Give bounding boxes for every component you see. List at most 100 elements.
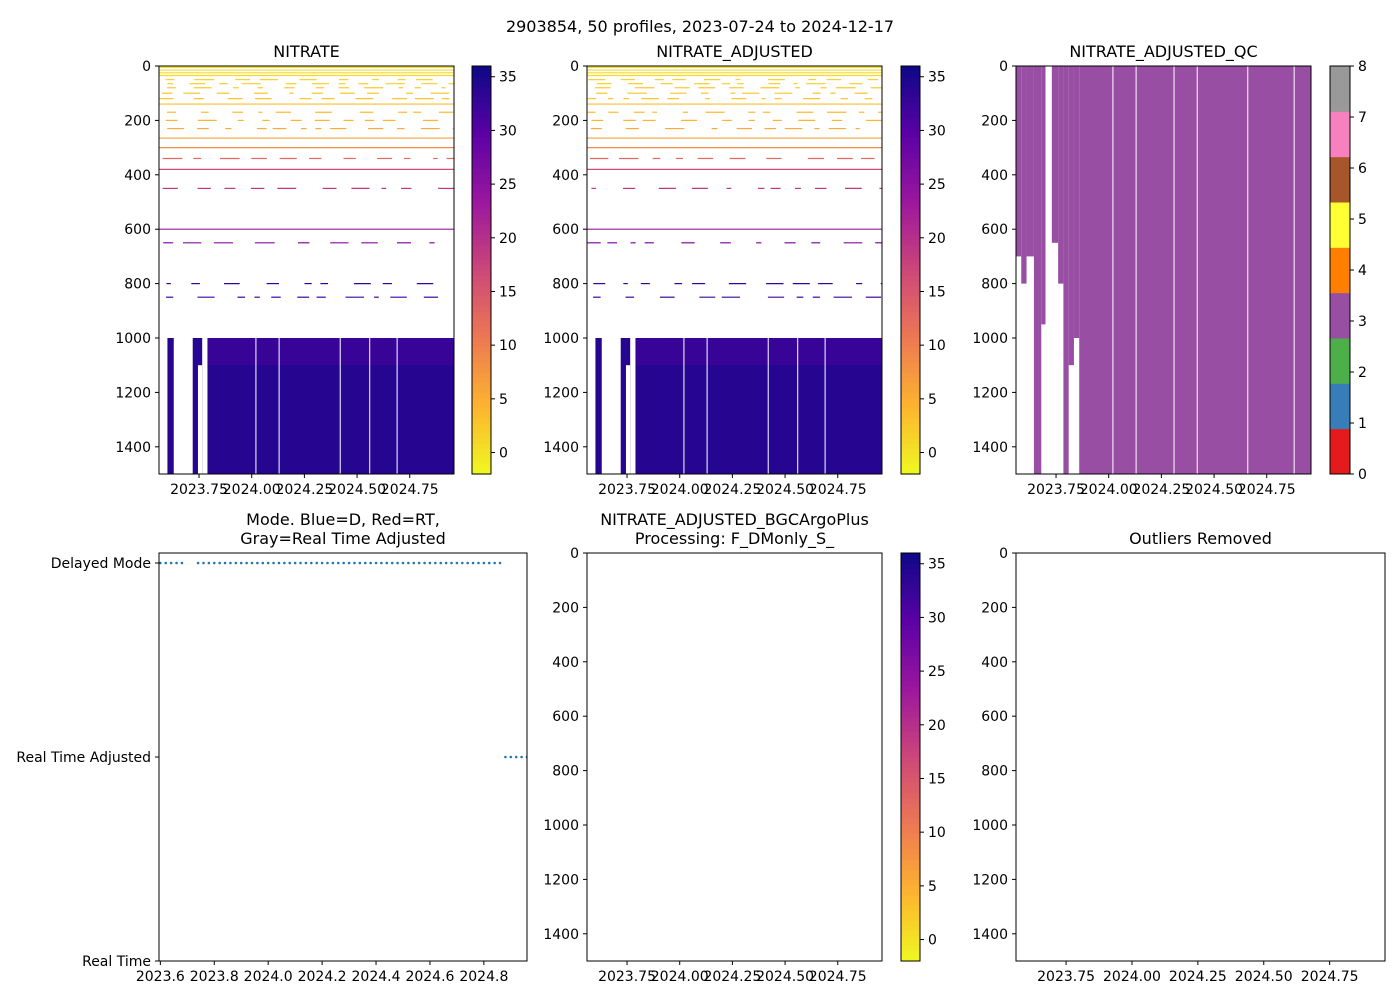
colorbar-segment: [901, 106, 920, 113]
colorbar-segment: [1330, 156, 1350, 203]
y-tick-label: 1200: [543, 872, 579, 888]
colorbar-segment: [901, 366, 920, 373]
colorbar-segment: [901, 397, 920, 404]
colorbar-segment: [472, 402, 491, 409]
colorbar-tick-label: 2: [1358, 365, 1367, 381]
y-tick-label: 0: [570, 59, 579, 75]
colorbar-segment: [472, 178, 491, 184]
colorbar-nitrate: 0 5 10 15 20 25 30 35: [471, 65, 517, 475]
y-tick-label: 0: [570, 546, 579, 562]
colorbar-segment: [472, 142, 491, 149]
y-tick-label: 0: [999, 59, 1008, 75]
y-tick-label: 1000: [972, 818, 1008, 834]
y-tick-label: 200: [981, 113, 1008, 129]
colorbar-segment: [1330, 292, 1350, 339]
y-tick-label: 1200: [115, 385, 151, 401]
colorbar-segment: [901, 438, 920, 444]
colorbar-segment: [472, 468, 491, 475]
y-tick-label: 800: [981, 764, 1008, 780]
colorbar-tick-label: 35: [928, 557, 946, 573]
mode-point: [482, 561, 486, 565]
panel-title-line1: Mode. Blue=D, Red=RT,: [246, 510, 440, 529]
mode-point: [466, 561, 469, 565]
colorbar-segment: [901, 290, 920, 297]
colorbar-segment: [901, 604, 920, 610]
colorbar-segment: [472, 423, 491, 429]
colorbar-segment: [472, 127, 491, 133]
colorbar-segment: [901, 634, 920, 641]
y-tick-label: 200: [552, 600, 579, 616]
colorbar-segment: [901, 828, 920, 835]
mode-point: [245, 561, 248, 565]
colorbar-segment: [901, 315, 920, 322]
colorbar-segment: [1330, 202, 1350, 248]
colorbar-segment: [472, 433, 491, 439]
colorbar-segment: [901, 853, 920, 860]
panel-title-line1: NITRATE_ADJUSTED_BGCArgoPlus: [600, 510, 869, 530]
colorbar-segment: [901, 874, 920, 880]
x-tick-label: 2023.8: [190, 969, 239, 985]
panel-title: NITRATE: [273, 42, 340, 61]
y-tick-label: 400: [981, 168, 1008, 184]
colorbar-tick-label: 30: [928, 610, 946, 626]
mode-point: [369, 561, 372, 565]
x-tick-label: 2023.75: [1037, 969, 1095, 985]
colorbar-segment: [901, 568, 920, 574]
colorbar-segment: [901, 955, 920, 962]
y-tick-label: 800: [981, 277, 1008, 293]
mode-point: [396, 561, 399, 565]
colorbar-segment: [901, 377, 920, 383]
mode-point: [315, 561, 319, 565]
colorbar-segment: [901, 741, 920, 748]
colorbar-segment: [901, 86, 920, 93]
colorbar-tick-label: 10: [928, 825, 946, 841]
colorbar-segment: [472, 117, 491, 123]
colorbar-segment: [901, 96, 920, 103]
colorbar-segment: [901, 945, 920, 952]
colorbar-segment: [901, 920, 920, 926]
mode-point: [304, 561, 308, 565]
colorbar-segment: [901, 777, 920, 784]
colorbar-segment: [472, 137, 491, 144]
mode-point: [326, 561, 329, 565]
colorbar-segment: [901, 122, 920, 128]
y-tick-label: Delayed Mode: [51, 556, 151, 572]
deep-nitrate-gap: [197, 365, 203, 474]
colorbar-segment: [901, 904, 920, 911]
colorbar-segment: [901, 925, 920, 931]
y-tick-label: Real Time Adjusted: [16, 750, 151, 766]
colorbar-nitrate_adjusted_qc: 0 1 2 3 4 5 6 7 8: [1329, 59, 1367, 483]
colorbar-segment: [901, 609, 920, 615]
colorbar-segment: [901, 417, 920, 424]
mode-point: [159, 561, 162, 565]
colorbar-frame: [900, 65, 921, 475]
mode-point: [455, 561, 459, 565]
colorbar-segment: [901, 655, 920, 661]
colorbar-segment: [901, 224, 920, 230]
x-tick-label: 2023.75: [598, 482, 656, 498]
colorbar-segment: [901, 644, 920, 651]
colorbar-segment: [1330, 383, 1350, 430]
colorbar-tick-label: 30: [928, 123, 946, 139]
mode-point: [342, 561, 345, 565]
axes-outliers: 2023.75 2024.00 2024.25 2024.50 2024.75 0 200 4…: [972, 529, 1386, 985]
colorbar-segment: [472, 361, 491, 368]
mode-point: [212, 561, 216, 565]
colorbar-segment: [901, 443, 920, 450]
colorbar-segment: [472, 173, 491, 179]
colorbar-segment: [901, 249, 920, 256]
colorbar-segment: [901, 884, 920, 891]
colorbar-tick-label: 15: [499, 284, 517, 300]
colorbar-segment: [901, 757, 920, 763]
colorbar-segment: [901, 838, 920, 845]
y-tick-label: 1400: [972, 927, 1008, 943]
plot-area-nitrate_adjusted: [587, 66, 882, 474]
colorbar-segment: [901, 183, 920, 189]
colorbar-segment: [472, 407, 491, 414]
mode-point: [407, 561, 410, 565]
colorbar-segment: [901, 843, 920, 850]
colorbar-segment: [901, 270, 920, 276]
mode-point: [439, 561, 443, 565]
